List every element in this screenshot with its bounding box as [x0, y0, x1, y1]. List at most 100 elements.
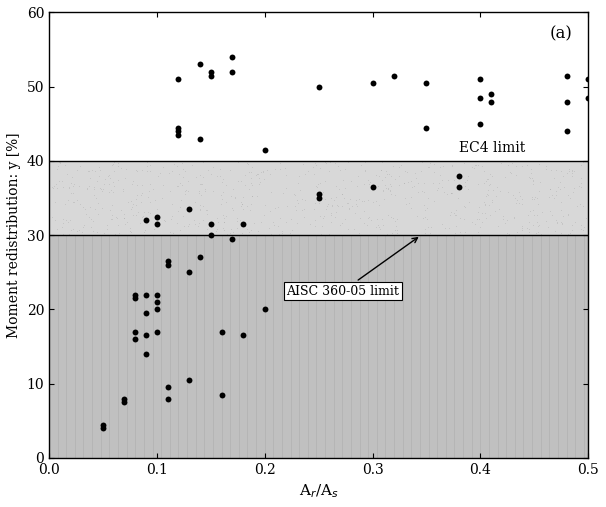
Point	[206, 220, 216, 228]
Point	[55, 158, 65, 166]
Point	[551, 187, 561, 195]
Point	[183, 177, 193, 185]
Point	[173, 75, 183, 83]
Point	[75, 182, 84, 190]
Point	[152, 220, 162, 228]
Point	[212, 172, 222, 180]
Point	[293, 196, 302, 204]
Point	[504, 188, 513, 196]
Point	[578, 201, 588, 209]
Point	[486, 90, 496, 98]
Point	[158, 181, 168, 189]
Point	[191, 172, 201, 180]
Point	[268, 218, 278, 226]
Point	[337, 202, 347, 210]
Point	[327, 201, 337, 209]
Point	[132, 166, 141, 174]
Point	[374, 224, 384, 232]
Point	[559, 183, 568, 191]
Point	[178, 173, 188, 182]
Point	[251, 192, 261, 200]
Point	[116, 206, 126, 214]
Point	[326, 209, 336, 218]
Point	[579, 224, 589, 232]
Point	[426, 223, 436, 231]
Point	[378, 176, 387, 184]
Point	[373, 221, 382, 229]
Point	[222, 230, 232, 238]
Point	[244, 185, 253, 193]
Point	[524, 218, 534, 226]
Point	[136, 157, 145, 165]
Point	[218, 224, 227, 232]
Point	[64, 230, 74, 238]
Point	[107, 214, 116, 223]
Point	[551, 215, 561, 224]
Point	[212, 225, 222, 233]
Point	[138, 181, 147, 189]
Point	[331, 201, 341, 209]
Point	[217, 195, 227, 203]
Point	[470, 161, 479, 169]
Point	[446, 189, 456, 197]
Point	[256, 178, 265, 186]
Point	[437, 176, 447, 185]
Point	[145, 166, 155, 174]
Point	[331, 159, 341, 167]
Point	[423, 223, 433, 231]
Point	[388, 213, 398, 222]
Point	[141, 332, 151, 340]
Point	[276, 159, 285, 167]
Point	[386, 213, 396, 221]
Point	[378, 158, 387, 166]
Point	[507, 159, 517, 167]
Point	[221, 198, 230, 206]
Point	[320, 195, 330, 203]
Point	[374, 171, 384, 179]
Point	[355, 214, 365, 222]
Point	[195, 254, 205, 262]
Point	[383, 184, 393, 192]
Point	[252, 170, 262, 178]
Point	[454, 169, 464, 177]
Point	[200, 185, 210, 193]
Point	[297, 206, 307, 214]
Point	[444, 176, 453, 185]
Point	[61, 161, 70, 169]
Point	[509, 213, 519, 221]
Point	[289, 190, 299, 198]
Point	[104, 172, 113, 180]
Point	[407, 193, 416, 201]
Point	[275, 165, 284, 173]
Point	[385, 179, 395, 188]
Point	[179, 222, 188, 230]
Point	[143, 193, 153, 201]
Point	[202, 225, 212, 233]
Point	[58, 220, 68, 228]
Point	[227, 68, 237, 76]
Point	[503, 161, 513, 169]
Point	[371, 214, 381, 223]
Point	[310, 199, 319, 207]
Point	[247, 163, 257, 171]
Point	[126, 197, 136, 205]
Point	[474, 215, 484, 223]
Point	[413, 188, 423, 196]
Point	[91, 194, 101, 202]
Point	[107, 211, 117, 219]
Point	[161, 218, 170, 226]
Point	[87, 214, 96, 223]
Point	[219, 218, 229, 226]
Point	[570, 218, 580, 226]
Point	[527, 193, 536, 201]
Point	[480, 200, 490, 208]
Point	[95, 172, 104, 180]
Point	[340, 214, 350, 223]
Point	[461, 228, 470, 236]
Point	[228, 206, 238, 214]
Point	[584, 94, 593, 102]
Point	[168, 229, 178, 237]
Point	[317, 222, 327, 230]
Point	[189, 216, 199, 224]
Point	[576, 222, 585, 230]
